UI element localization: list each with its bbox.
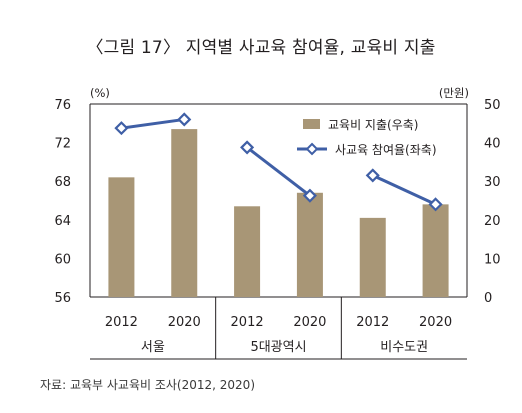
left-axis-unit: (%) <box>90 86 110 100</box>
x-tick-label: 2020 <box>168 315 201 330</box>
group-label: 서울 <box>141 340 165 355</box>
right-tick-label: 30 <box>484 175 501 190</box>
line-segment <box>121 117 185 130</box>
line-marker <box>177 112 192 127</box>
line-series <box>114 112 443 212</box>
bar <box>171 129 198 297</box>
right-tick-label: 20 <box>484 214 501 229</box>
right-axis-unit: (만원) <box>439 86 469 100</box>
x-tick-label: 2020 <box>419 315 452 330</box>
plot-frame <box>89 103 468 360</box>
bar <box>359 217 386 297</box>
right-tick-label: 40 <box>484 137 501 152</box>
left-tick-label: 64 <box>54 214 71 229</box>
x-tick-label: 2012 <box>356 315 389 330</box>
line-segment <box>372 174 437 206</box>
right-tick-label: 50 <box>484 98 501 113</box>
bar <box>422 204 449 297</box>
left-tick-label: 72 <box>54 137 71 152</box>
legend-line-label: 사교육 참여율(좌축) <box>335 143 437 157</box>
x-tick-label: 2012 <box>231 315 264 330</box>
axes: 76 72 68 64 60 56 50 40 30 20 10 0 (%) (만원) 2012 2020 20… <box>54 86 500 355</box>
line-marker <box>114 121 129 136</box>
line-marker <box>240 140 255 155</box>
left-tick-label: 60 <box>54 252 71 267</box>
legend-line-marker <box>305 142 319 156</box>
bar <box>234 206 261 297</box>
left-tick-label: 68 <box>54 175 71 190</box>
x-tick-label: 2020 <box>293 315 326 330</box>
right-tick-label: 0 <box>484 291 492 306</box>
group-label: 비수도권 <box>380 340 428 355</box>
legend: 교육비 지출(우축) 사교육 참여율(좌축) <box>297 118 437 157</box>
group-label: 5대광역시 <box>250 340 306 355</box>
x-tick-label: 2012 <box>105 315 138 330</box>
line-marker <box>365 168 380 183</box>
line-marker <box>302 188 317 203</box>
bar-series <box>108 129 449 297</box>
right-tick-label: 10 <box>484 252 501 267</box>
line-marker <box>428 197 443 212</box>
bar <box>108 177 135 297</box>
left-tick-label: 76 <box>54 98 71 113</box>
bar <box>296 192 323 297</box>
source-note: 자료: 교육부 사교육비 조사(2012, 2020) <box>40 378 255 392</box>
legend-bar-swatch <box>303 119 320 129</box>
chart-title: 〈그림 17〉 지역별 사교육 참여율, 교육비 지출 <box>86 38 436 58</box>
left-tick-label: 56 <box>54 291 71 306</box>
legend-bar-label: 교육비 지출(우축) <box>328 118 418 132</box>
line-segment <box>246 146 311 197</box>
